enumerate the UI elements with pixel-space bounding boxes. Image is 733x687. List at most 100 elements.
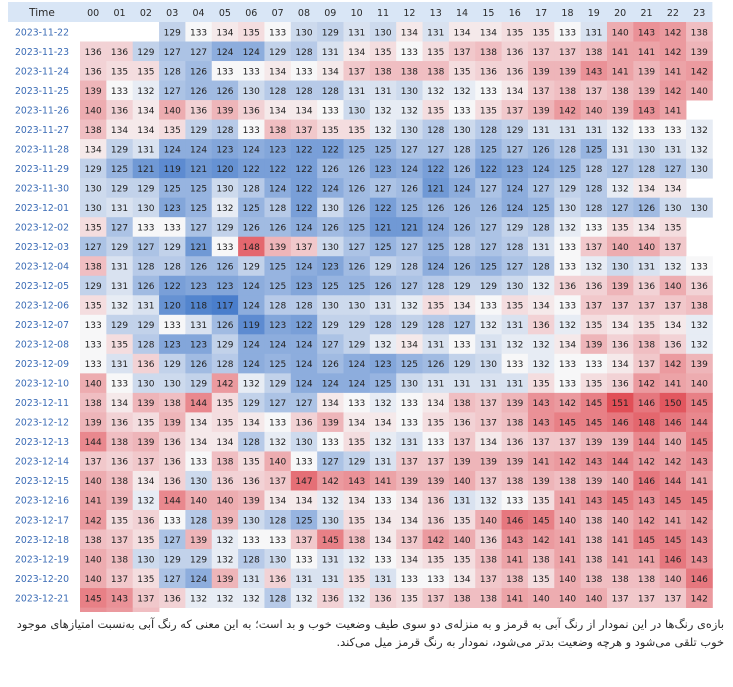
cell-value-label: 144 xyxy=(164,497,181,507)
heatmap-cell xyxy=(132,41,160,62)
heatmap-cell xyxy=(633,334,661,355)
cell-value-label: 137 xyxy=(480,399,497,409)
cell-value-label: 131 xyxy=(559,126,576,136)
heatmap-cell xyxy=(633,275,661,296)
cell-value-label: 142 xyxy=(427,536,444,546)
cell-value-label: 121 xyxy=(190,243,207,253)
cell-value-label: 142 xyxy=(664,28,681,38)
cell-value-label: 135 xyxy=(348,126,365,136)
heatmap-cell xyxy=(527,451,555,472)
cell-value-label: 124 xyxy=(348,380,365,390)
heatmap-cell xyxy=(238,353,265,374)
heatmap-cell xyxy=(633,197,661,218)
heatmap-cell xyxy=(527,41,555,62)
cell-value-label: 139 xyxy=(137,399,154,409)
cell-value-label: 144 xyxy=(691,419,708,429)
heatmap-cell xyxy=(132,607,160,612)
heatmap-cell xyxy=(159,490,186,511)
cell-value-label: 125 xyxy=(269,282,286,292)
heatmap-cell xyxy=(686,295,713,316)
heatmap-cell xyxy=(475,256,502,277)
heatmap-cell xyxy=(317,451,344,472)
cell-value-label: 133 xyxy=(295,458,312,468)
row-label: 2023-12-02 xyxy=(15,222,69,233)
cell-value-label: 137 xyxy=(453,438,470,448)
cell-value-label: 138 xyxy=(348,536,365,546)
heatmap-cell xyxy=(80,334,107,355)
heatmap-cell xyxy=(422,529,450,550)
heatmap-cell xyxy=(396,431,423,452)
heatmap-cell xyxy=(501,490,529,511)
heatmap-cell xyxy=(554,197,582,218)
heatmap-cell xyxy=(238,139,265,160)
heatmap-cell xyxy=(501,353,529,374)
heatmap-cell xyxy=(238,490,265,511)
heatmap-cell xyxy=(185,119,213,140)
heatmap-cell xyxy=(659,295,687,316)
row-label: 2023-12-17 xyxy=(15,515,69,526)
heatmap-cell xyxy=(422,490,450,511)
heatmap-cell xyxy=(396,217,423,238)
cell-value-label: 136 xyxy=(243,477,260,487)
heatmap-cell xyxy=(369,100,397,120)
cell-value-label: 146 xyxy=(638,477,655,487)
heatmap-cell xyxy=(448,392,476,413)
cell-value-label: 139 xyxy=(585,477,602,487)
cell-value-label: 134 xyxy=(480,28,497,38)
cell-value-label: 134 xyxy=(243,419,260,429)
cell-value-label: 143 xyxy=(533,419,550,429)
cell-value-label: 137 xyxy=(348,67,365,77)
heatmap-cell xyxy=(159,470,186,491)
heatmap-cell xyxy=(501,431,529,452)
cell-value-label: 137 xyxy=(137,594,154,604)
cell-value-label: 140 xyxy=(612,243,629,253)
cell-value-label: 132 xyxy=(111,302,128,312)
cell-value-label: 126 xyxy=(322,360,339,370)
cell-value-label: 124 xyxy=(322,380,339,390)
cell-value-label: 127 xyxy=(612,204,629,214)
cell-value-label: 124 xyxy=(533,165,550,175)
cell-value-label: 128 xyxy=(401,263,418,273)
cell-value-label: 138 xyxy=(85,263,102,273)
cell-value-label: 137 xyxy=(480,477,497,487)
heatmap-cell xyxy=(317,275,344,296)
heatmap-cell xyxy=(264,197,292,218)
heatmap-cell xyxy=(211,139,239,160)
cell-value-label: 128 xyxy=(243,555,260,565)
cell-value-label: 134 xyxy=(453,302,470,312)
heatmap-cell xyxy=(686,119,713,140)
cell-value-label: 138 xyxy=(585,536,602,546)
heatmap-cell xyxy=(159,314,186,335)
cell-value-label: 145 xyxy=(559,419,576,429)
heatmap-cell xyxy=(343,451,371,472)
heatmap-cell xyxy=(80,100,107,120)
heatmap-cell xyxy=(448,334,476,355)
heatmap-cell xyxy=(211,158,239,179)
heatmap-cell xyxy=(343,119,371,140)
cell-value-label: 133 xyxy=(480,87,497,97)
heatmap-cell xyxy=(106,510,134,530)
cell-value-label: 138 xyxy=(111,438,128,448)
cell-value-label: 136 xyxy=(111,458,128,468)
cell-value-label: 125 xyxy=(190,184,207,194)
heatmap-cell xyxy=(580,275,608,296)
heatmap-cell xyxy=(686,431,713,452)
cell-value-label: 128 xyxy=(453,243,470,253)
heatmap-cell xyxy=(132,451,160,472)
cell-value-label: 141 xyxy=(533,458,550,468)
cell-value-label: 125 xyxy=(533,204,550,214)
cell-value-label: 128 xyxy=(638,165,655,175)
cell-value-label: 131 xyxy=(295,575,312,585)
heatmap-cell xyxy=(607,119,634,140)
cell-value-label: 138 xyxy=(559,477,576,487)
cell-value-label: 135 xyxy=(533,28,550,38)
heatmap-cell xyxy=(317,549,344,569)
cell-value-label: 133 xyxy=(585,223,602,233)
cell-value-label: 141 xyxy=(506,555,523,565)
cell-value-label: 124 xyxy=(506,204,523,214)
cell-value-label: 140 xyxy=(612,477,629,487)
cell-value-label: 135 xyxy=(427,106,444,116)
cell-value-label: 136 xyxy=(427,516,444,526)
cell-value-label: 130 xyxy=(190,477,207,487)
heatmap-cell xyxy=(501,178,529,199)
